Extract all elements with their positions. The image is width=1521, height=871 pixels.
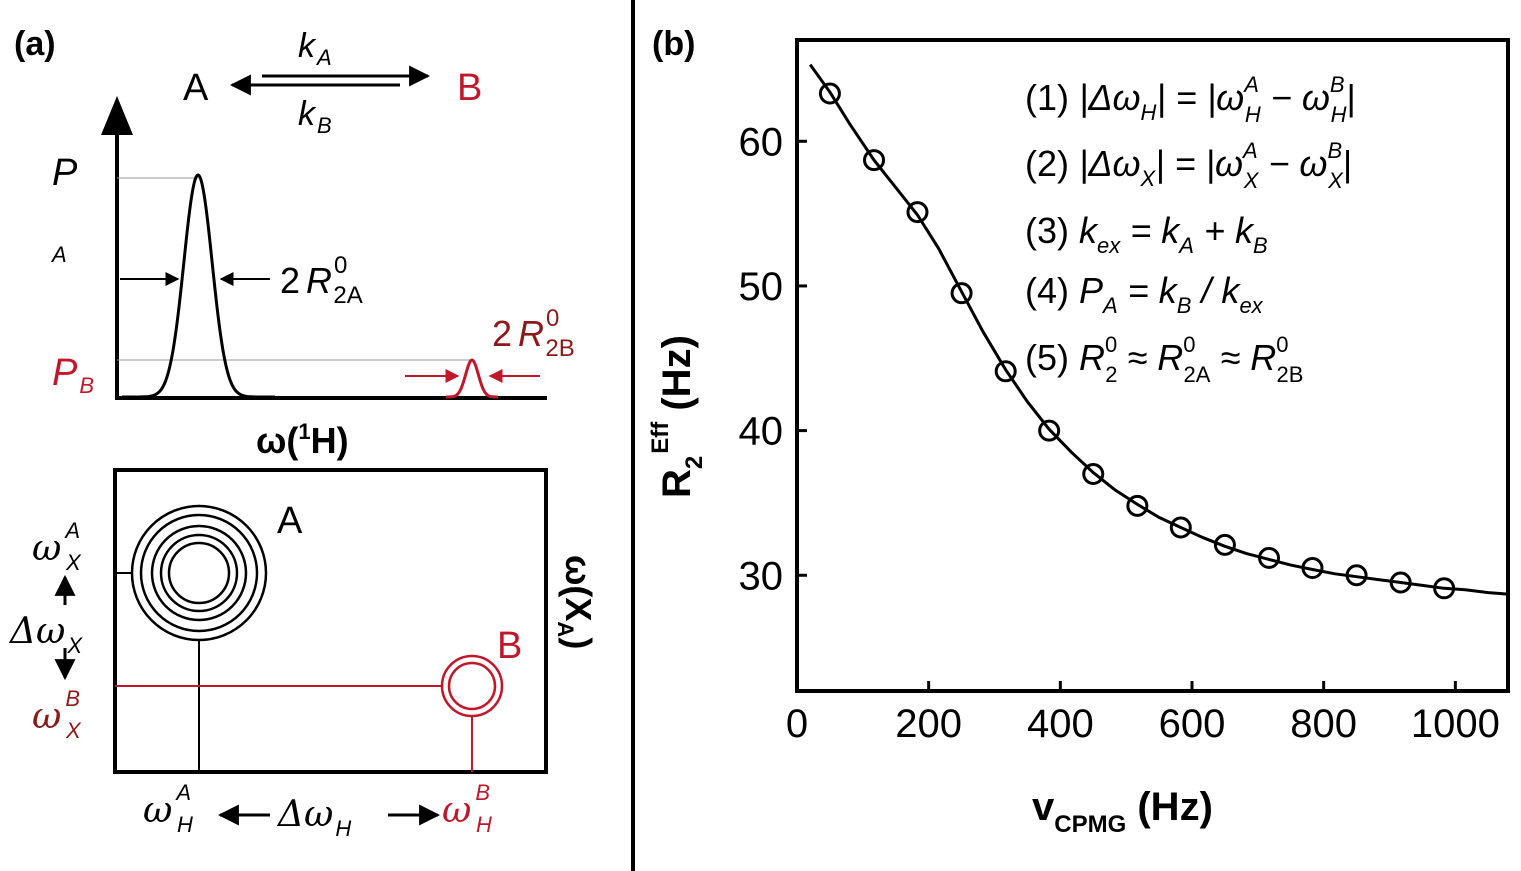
map-peak-b-label: B — [497, 625, 522, 667]
x-tick-label: 400 — [1027, 702, 1094, 746]
contour-a-3 — [150, 524, 248, 622]
data-point — [1082, 463, 1105, 485]
peak-b-contours — [440, 654, 504, 718]
x-ticks: 0 200 400 600 800 1000 — [786, 681, 1500, 746]
equation-5: (5) R0 2 ≈ R0 2A ≈ R0 2B — [1025, 332, 1303, 387]
fit-curve — [808, 63, 1509, 596]
pa-symbol: P — [52, 152, 78, 194]
map-peak-a-label: A — [277, 500, 303, 542]
y-axis-label: R2Eff (Hz) — [647, 335, 708, 498]
panel-b-label: (b) — [652, 25, 695, 63]
panel-b: (b) 0 200 400 600 800 1000 30 40 50 60 vCPMG (Hz… — [647, 25, 1510, 838]
dwx-label: ΔωX — [8, 611, 83, 658]
pb-label: PB — [52, 352, 94, 398]
spectrum-x-label: ω(1H) — [256, 419, 349, 461]
data-point — [1126, 494, 1149, 517]
x-tick-label: 0 — [786, 702, 808, 746]
x-tick-label: 800 — [1290, 702, 1357, 746]
data-points — [818, 82, 1456, 600]
pa-subscript: A — [50, 242, 67, 267]
contour-a-5 — [167, 541, 231, 605]
data-point — [818, 82, 841, 105]
dwh-label: ΔωH — [276, 794, 351, 841]
equation-4: (4) PA = kB / kex — [1025, 270, 1264, 318]
equation-2: (2) |ΔωX| = |ωA X − ωB X| — [1025, 138, 1352, 193]
contour-a-2 — [139, 513, 259, 633]
contour-a-4 — [159, 533, 239, 613]
data-point — [1345, 564, 1368, 587]
peak-b-lineshape — [446, 358, 498, 399]
data-point — [906, 201, 929, 224]
map-frame — [113, 468, 548, 774]
data-point — [950, 282, 973, 305]
panel-a-label: (a) — [14, 25, 56, 63]
y-tick-label: 40 — [739, 410, 784, 454]
spectrum-1d: P A PB 2 R0 2A 2 R0 2B ω(1H) — [50, 96, 575, 461]
y-tick-label: 30 — [739, 554, 784, 598]
peak-a-contours — [130, 504, 268, 642]
map-y-label: ω(XA) — [553, 555, 599, 649]
rate-backward: kB — [298, 95, 332, 138]
chart-frame — [795, 38, 1510, 693]
state-b-label: B — [457, 67, 482, 109]
exchange-scheme: A B kA kB — [183, 27, 482, 138]
rate-forward: kA — [298, 27, 332, 70]
data-point — [1301, 557, 1324, 580]
x-tick-label: 200 — [895, 702, 962, 746]
contour-b-1 — [440, 654, 504, 718]
y-tick-label: 60 — [739, 120, 784, 164]
width-b-label: 2 R0 2B — [492, 305, 575, 362]
panel-a: (a) A B kA kB P A PB 2 R0 2A — [8, 25, 599, 841]
equation-3: (3) kex = kA + kB — [1025, 210, 1268, 258]
data-point — [1169, 516, 1192, 539]
y-axis-arrowhead — [101, 96, 133, 135]
data-point — [1258, 546, 1281, 569]
r2eff-chart: 0 200 400 600 800 1000 30 40 50 60 vCPMG (Hz) R2… — [647, 38, 1510, 838]
y-ticks: 30 40 50 60 — [739, 120, 807, 598]
x-tick-label: 1000 — [1411, 702, 1500, 746]
data-point — [994, 360, 1017, 383]
data-point — [1038, 419, 1061, 442]
peak-a-lineshape — [122, 173, 275, 399]
width-a-label: 2 R0 2A — [280, 252, 363, 309]
data-point — [1389, 571, 1412, 594]
state-a-label: A — [183, 67, 209, 109]
y-tick-label: 50 — [739, 265, 784, 309]
x-axis-label: vCPMG (Hz) — [1032, 785, 1213, 838]
equations: (1) |ΔωH| = |ωA H − ωB H| (2) |ΔωX| = |ωA X −… — [1025, 72, 1356, 387]
contour-b-2 — [447, 661, 497, 711]
data-point — [863, 149, 886, 172]
data-point — [1433, 577, 1456, 600]
data-point — [1213, 533, 1236, 556]
equation-1: (1) |ΔωH| = |ωA H − ωB H| — [1025, 72, 1356, 127]
x-tick-label: 600 — [1159, 702, 1226, 746]
